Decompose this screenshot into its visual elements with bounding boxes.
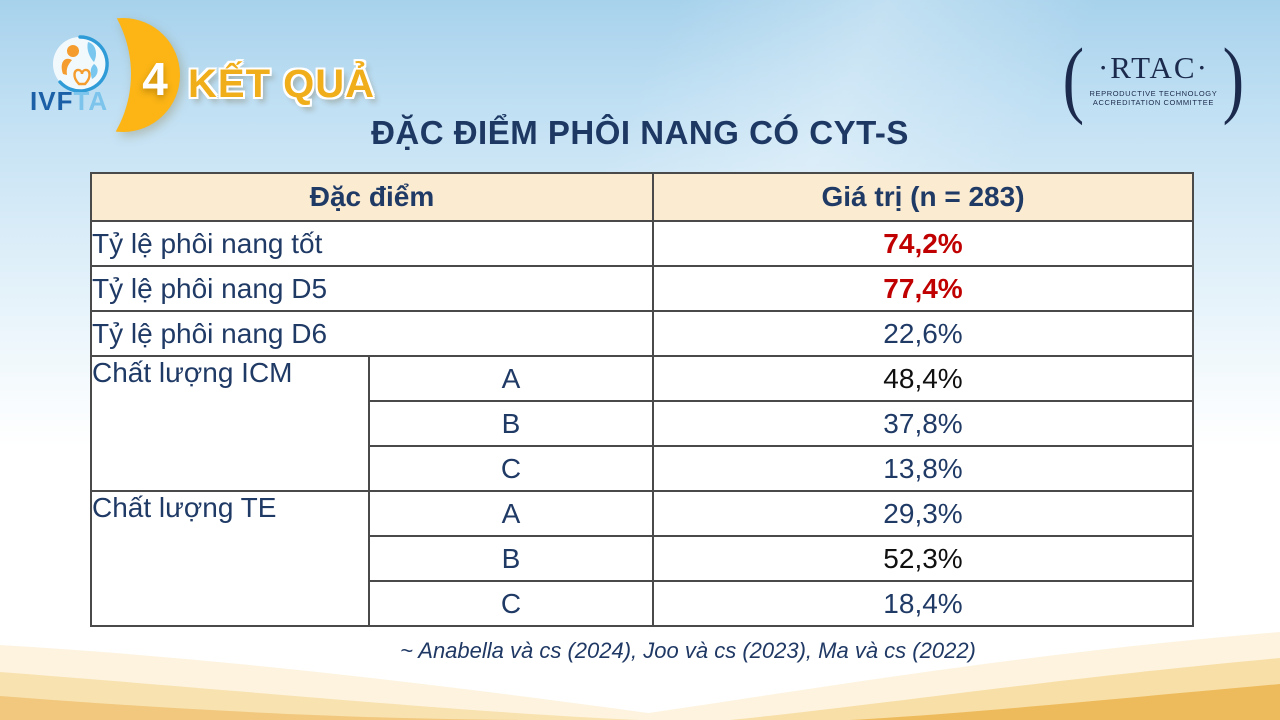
grade-cell: C — [368, 580, 654, 627]
value-cell: 29,3% — [652, 490, 1194, 537]
header-cell-characteristic: Đặc điểm — [90, 172, 654, 222]
value-cell: 18,4% — [652, 580, 1194, 627]
value-cell: 13,8% — [652, 445, 1194, 492]
header-cell-value: Giá trị (n = 283) — [652, 172, 1194, 222]
rtac-paren-right: ) — [1222, 30, 1245, 126]
row-label-cell: Tỷ lệ phôi nang D5 — [90, 265, 654, 312]
ivfta-wordmark-ta: TA — [73, 86, 109, 116]
results-table: Đặc điểm Giá trị (n = 283) Tỷ lệ phôi na… — [90, 172, 1194, 627]
value-cell: 77,4% — [652, 265, 1194, 312]
table-row: Tỷ lệ phôi nang tốt 74,2% — [90, 220, 1194, 267]
section-number-badge: 4 — [142, 53, 168, 105]
rtac-subtitle-line1: REPRODUCTIVE TECHNOLOGY — [1089, 88, 1218, 98]
table-row: Chất lượng TE A 29,3% — [90, 490, 1194, 627]
ivfta-wordmark-ivf: IVF — [30, 86, 74, 116]
rtac-logo: ( ·RTAC· REPRODUCTIVE TECHNOLOGY ACCREDI… — [1059, 30, 1248, 126]
group-label-cell: Chất lượng TE — [90, 490, 370, 627]
bottom-waves-decoration — [0, 632, 1280, 720]
ivfta-logo-wordmark: IVFTA — [30, 86, 140, 117]
group-label-cell: Chất lượng ICM — [90, 355, 370, 492]
table-row: Tỷ lệ phôi nang D6 22,6% — [90, 310, 1194, 357]
table-row: C 13,8% — [91, 445, 1194, 492]
value-cell: 74,2% — [652, 220, 1194, 267]
table-row: C 18,4% — [91, 580, 1194, 627]
value-cell: 52,3% — [652, 535, 1194, 582]
section-title: KẾT QUẢ — [188, 62, 375, 106]
value-cell: 37,8% — [652, 400, 1194, 447]
ivfta-logo-icon — [53, 35, 109, 93]
rtac-paren-left: ( — [1062, 30, 1084, 126]
rtac-subtitle-line2: ACCREDITATION COMMITTEE — [1092, 97, 1214, 107]
table-row: Tỷ lệ phôi nang D5 77,4% — [90, 265, 1194, 312]
row-label-cell: Tỷ lệ phôi nang tốt — [90, 220, 654, 267]
row-label-cell: Tỷ lệ phôi nang D6 — [90, 310, 654, 357]
table-row: B 37,8% — [91, 400, 1194, 447]
grade-cell: A — [368, 490, 654, 537]
grade-cell: B — [368, 400, 654, 447]
value-cell: 22,6% — [652, 310, 1194, 357]
grade-cell: B — [368, 535, 654, 582]
footnote-citation: ~ Anabella và cs (2024), Joo và cs (2023… — [400, 638, 976, 663]
value-cell: 48,4% — [652, 355, 1194, 402]
rtac-acronym: ·RTAC· — [1097, 49, 1209, 85]
table-row: Chất lượng ICM A 48,4% — [90, 355, 1194, 492]
table-header-row: Đặc điểm Giá trị (n = 283) — [90, 172, 1194, 222]
grade-cell: A — [368, 355, 654, 402]
table-row: B 52,3% — [91, 535, 1194, 582]
slide-title: ĐẶC ĐIỂM PHÔI NANG CÓ CYT-S — [371, 114, 909, 151]
grade-cell: C — [368, 445, 654, 492]
